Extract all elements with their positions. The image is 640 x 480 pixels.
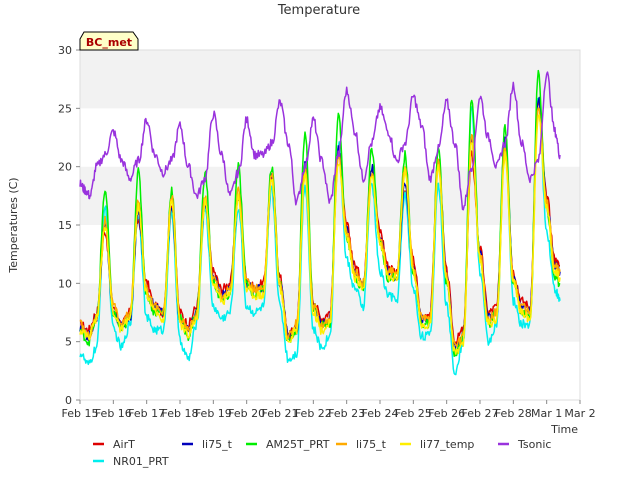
x-tick-label: Feb 28	[495, 407, 532, 420]
x-tick-label: Feb 15	[62, 407, 99, 420]
legend-label: li75_t	[356, 438, 387, 451]
x-tick-label: Feb 19	[195, 407, 232, 420]
badge-label: BC_met	[86, 36, 132, 49]
x-tick-label: Feb 18	[162, 407, 199, 420]
x-tick-label: Feb 16	[95, 407, 132, 420]
x-tick-label: Feb 20	[228, 407, 265, 420]
legend-label: li77_temp	[420, 438, 474, 451]
legend-label: AirT	[113, 438, 135, 451]
x-tick-label: Feb 24	[362, 407, 399, 420]
x-tick-label: Feb 25	[395, 407, 432, 420]
y-tick-label: 25	[58, 102, 72, 115]
chart-title: Temperature	[277, 3, 360, 18]
grid-band	[80, 166, 580, 225]
x-tick-label: Feb 27	[462, 407, 499, 420]
x-tick-label: Feb 26	[428, 407, 465, 420]
y-tick-label: 20	[58, 161, 72, 174]
grid-band	[80, 341, 580, 400]
x-tick-label: Feb 22	[295, 407, 332, 420]
x-tick-label: Feb 21	[262, 407, 299, 420]
series-lines	[79, 69, 561, 376]
y-tick-label: 30	[58, 44, 72, 57]
series-line-li77-temp	[79, 114, 561, 355]
x-axis-label: Time	[550, 423, 578, 436]
legend: AirT li75_t AM25T_PRT li75_t li77_temp Tsonic…	[93, 438, 551, 468]
legend-label: Tsonic	[517, 438, 551, 451]
series-line-nr01-prt	[79, 97, 561, 376]
legend-label: li75_t	[202, 438, 233, 451]
bc-met-badge: BC_met	[79, 31, 139, 51]
legend-label: NR01_PRT	[113, 455, 169, 468]
grid-band	[80, 50, 580, 109]
x-tick-label: Mar 1	[531, 407, 562, 420]
legend-label: AM25T_PRT	[266, 438, 330, 451]
y-tick-label: 15	[58, 219, 72, 232]
x-tick-label: Feb 17	[128, 407, 165, 420]
y-tick-label: 0	[65, 394, 72, 407]
x-tick-label: Feb 23	[328, 407, 365, 420]
grid-band	[80, 108, 580, 167]
y-tick-label: 5	[65, 336, 72, 349]
grid-band	[80, 225, 580, 284]
x-tick-label: Mar 2	[564, 407, 595, 420]
y-axis: 0 5 10 15 20 25 30	[58, 44, 80, 407]
y-tick-label: 10	[58, 277, 72, 290]
y-axis-label: Temperatures (C)	[7, 177, 20, 273]
plot-background	[80, 50, 580, 400]
series-line-tsonic	[79, 71, 561, 211]
